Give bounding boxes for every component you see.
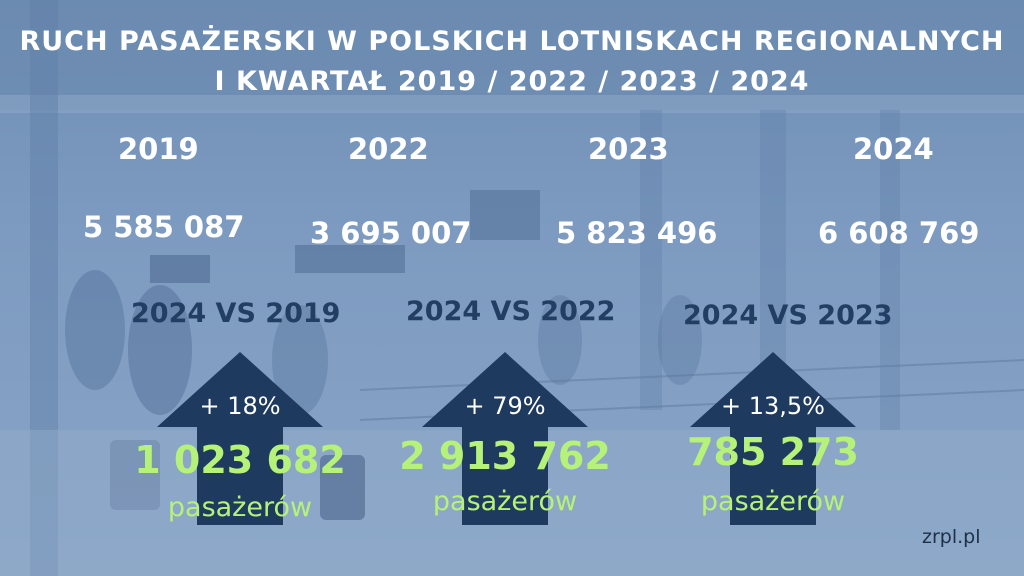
- passengers-unit-label: pasażerów: [167, 492, 313, 523]
- title-line-2: I KWARTAŁ 2019 / 2022 / 2023 / 2024: [214, 66, 810, 97]
- up-arrow-icon: [422, 352, 588, 525]
- passenger-delta: 785 273: [687, 430, 859, 474]
- year-label: 2022: [348, 132, 429, 166]
- up-arrow-icon: [157, 352, 323, 525]
- up-arrow-icon: [690, 352, 856, 525]
- passenger-count: 5 823 496: [556, 216, 718, 250]
- comparison-label: 2024 VS 2019: [131, 298, 341, 329]
- passengers-unit-label: pasażerów: [432, 486, 578, 517]
- brand-watermark: zrpl.pl: [922, 526, 981, 548]
- comparison-label: 2024 VS 2023: [683, 300, 893, 331]
- year-label: 2019: [118, 132, 199, 166]
- passengers-unit-label: pasażerów: [700, 486, 846, 517]
- year-label: 2023: [588, 132, 669, 166]
- passenger-delta: 1 023 682: [134, 438, 346, 482]
- title-line-1: RUCH PASAŻERSKI W POLSKICH LOTNISKACH RE…: [19, 26, 1005, 57]
- passenger-count: 6 608 769: [818, 216, 980, 250]
- passenger-count: 5 585 087: [83, 210, 245, 244]
- year-label: 2024: [853, 132, 934, 166]
- percent-change: + 13,5%: [721, 392, 825, 420]
- percent-change: + 18%: [199, 392, 281, 420]
- passenger-delta: 2 913 762: [399, 434, 611, 478]
- percent-change: + 79%: [464, 392, 546, 420]
- comparison-label: 2024 VS 2022: [406, 296, 616, 327]
- passenger-count: 3 695 007: [310, 216, 472, 250]
